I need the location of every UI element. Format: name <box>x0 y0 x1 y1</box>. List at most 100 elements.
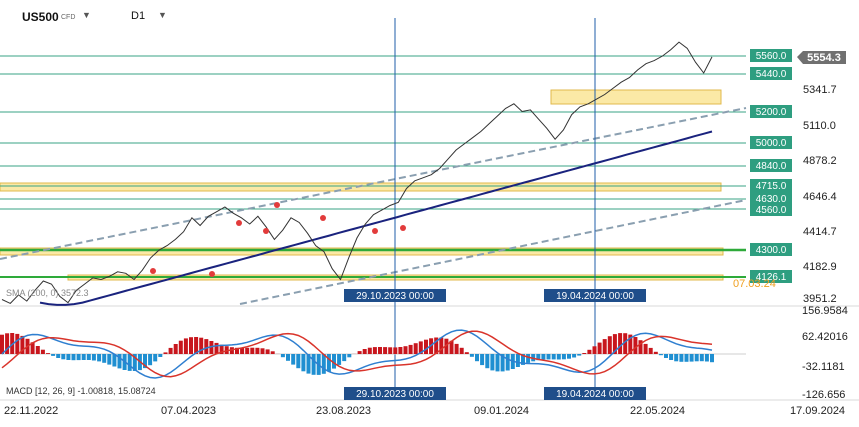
marker-label-1-top: 29.10.2023 00:00 <box>344 289 446 302</box>
macd-hist-bar <box>648 347 653 354</box>
macd-hist-bar <box>76 354 81 361</box>
price-line <box>1 41 713 305</box>
macd-hist-bar <box>357 351 362 354</box>
macd-hist-bar <box>112 354 117 367</box>
price-tick: 3951.2 <box>803 293 837 305</box>
macd-hist-bar <box>612 334 617 354</box>
macd-hist-bar <box>587 349 592 354</box>
swing-marker <box>150 268 156 274</box>
lower-trendline <box>239 199 747 305</box>
macd-hist-bar <box>408 344 413 354</box>
symbol-selector[interactable]: US500 <box>22 10 59 24</box>
level-label-5200: 5200.0 <box>750 105 792 118</box>
svg-text:4560.0: 4560.0 <box>756 205 787 216</box>
macd-hist-bar <box>163 352 168 354</box>
macd-hist-bar <box>638 340 643 354</box>
macd-hist-bar <box>378 347 382 354</box>
macd-hist-bar <box>240 347 245 354</box>
macd-hist-bar <box>653 351 658 354</box>
macd-hist-bar <box>260 348 265 354</box>
level-label-4300: 4300.0 <box>750 243 792 256</box>
macd-hist-bar <box>51 354 56 356</box>
macd-hist-bar <box>46 353 50 354</box>
macd-hist-bar <box>704 354 709 362</box>
macd-hist-bar <box>209 341 214 354</box>
macd-hist-bar <box>372 347 377 354</box>
macd-hist-bar <box>199 337 204 354</box>
level-label-5000: 5000.0 <box>750 136 792 149</box>
symbol-dropdown-icon[interactable]: ▼ <box>82 10 91 20</box>
time-tick: 07.04.2023 <box>161 405 216 417</box>
macd-hist-bar <box>20 335 25 354</box>
swing-marker <box>372 228 378 234</box>
svg-text:29.10.2023 00:00: 29.10.2023 00:00 <box>356 291 434 302</box>
macd-hist-bar <box>332 354 336 369</box>
macd-hist-bar <box>561 354 566 360</box>
macd-hist-bar <box>658 354 663 356</box>
macd-hist-bar <box>255 347 260 354</box>
macd-hist-bar <box>15 333 20 354</box>
marker-label-2-bottom: 19.04.2024 00:00 <box>544 387 646 400</box>
level-label-5560: 5560.0 <box>750 49 792 62</box>
macd-hist-bar <box>556 354 561 360</box>
timeframe-selector[interactable]: D1 <box>131 10 145 22</box>
macd-hist-bar <box>577 354 582 356</box>
macd-hist-bar <box>546 354 551 360</box>
macd-tick: -32.1181 <box>802 361 845 373</box>
swing-marker <box>236 220 242 226</box>
macd-hist-bar <box>143 354 147 369</box>
macd-hist-bar <box>551 354 556 360</box>
macd-hist-bar <box>393 347 398 354</box>
macd-hist-bar <box>669 354 674 360</box>
svg-text:4126.1: 4126.1 <box>756 272 787 283</box>
macd-hist-bar <box>607 336 612 354</box>
zone-4300 <box>0 247 724 256</box>
current-price-label: 5554.3 <box>797 51 846 64</box>
price-tick: 4182.9 <box>803 261 837 273</box>
macd-hist-bar <box>515 354 520 367</box>
macd-hist-bar <box>567 354 571 359</box>
macd-hist-bar <box>173 344 178 354</box>
svg-text:19.04.2024 00:00: 19.04.2024 00:00 <box>556 291 634 302</box>
macd-hist-bar <box>107 354 112 365</box>
macd-hist-bar <box>5 333 10 354</box>
swing-marker <box>274 202 280 208</box>
macd-hist-bar <box>40 349 45 354</box>
macd-hist-bar <box>326 354 331 372</box>
macd-hist-bar <box>388 347 393 354</box>
macd-hist-bar <box>153 354 158 362</box>
price-tick: 4414.7 <box>803 226 837 238</box>
macd-hist-bar <box>633 337 638 354</box>
macd-hist-bar <box>30 342 35 354</box>
macd-hist-bar <box>403 346 408 354</box>
macd-hist-bar <box>148 354 153 366</box>
macd-hist-bar <box>0 334 4 354</box>
partial-orange-label: 07.03.24 <box>733 278 776 290</box>
macd-hist-bar <box>459 347 464 354</box>
macd-hist-bar <box>413 343 418 354</box>
macd-hist-bar <box>582 353 587 354</box>
macd-hist-bar <box>127 354 132 371</box>
macd-hist-bar <box>66 354 71 360</box>
svg-text:5000.0: 5000.0 <box>756 138 787 149</box>
macd-hist-bar <box>56 354 61 358</box>
macd-hist-bar <box>229 347 234 354</box>
macd-hist-bar <box>674 354 679 362</box>
level-label-4126: 4126.1 <box>750 270 792 283</box>
swing-marker <box>263 228 269 234</box>
timeframe-dropdown-icon[interactable]: ▼ <box>158 10 167 20</box>
macd-hist-bar <box>618 333 623 354</box>
resistance-zone-5341 <box>550 89 722 105</box>
macd-hist-bar <box>521 354 525 365</box>
macd-hist-bar <box>291 354 296 365</box>
price-axis-ticks: 5341.7 5110.0 4878.2 4646.4 4414.7 4182.… <box>803 84 837 305</box>
macd-hist-bar <box>347 354 352 358</box>
signal-line <box>1 330 713 378</box>
macd-hist-bar <box>424 339 428 354</box>
time-axis-ticks: 22.11.2022 07.04.2023 23.08.2023 09.01.2… <box>4 405 845 417</box>
macd-hist-bar <box>495 354 500 372</box>
symbol-type-label: CFD <box>61 14 76 21</box>
macd-hist-bar <box>321 354 326 374</box>
macd-hist-bar <box>480 354 485 366</box>
